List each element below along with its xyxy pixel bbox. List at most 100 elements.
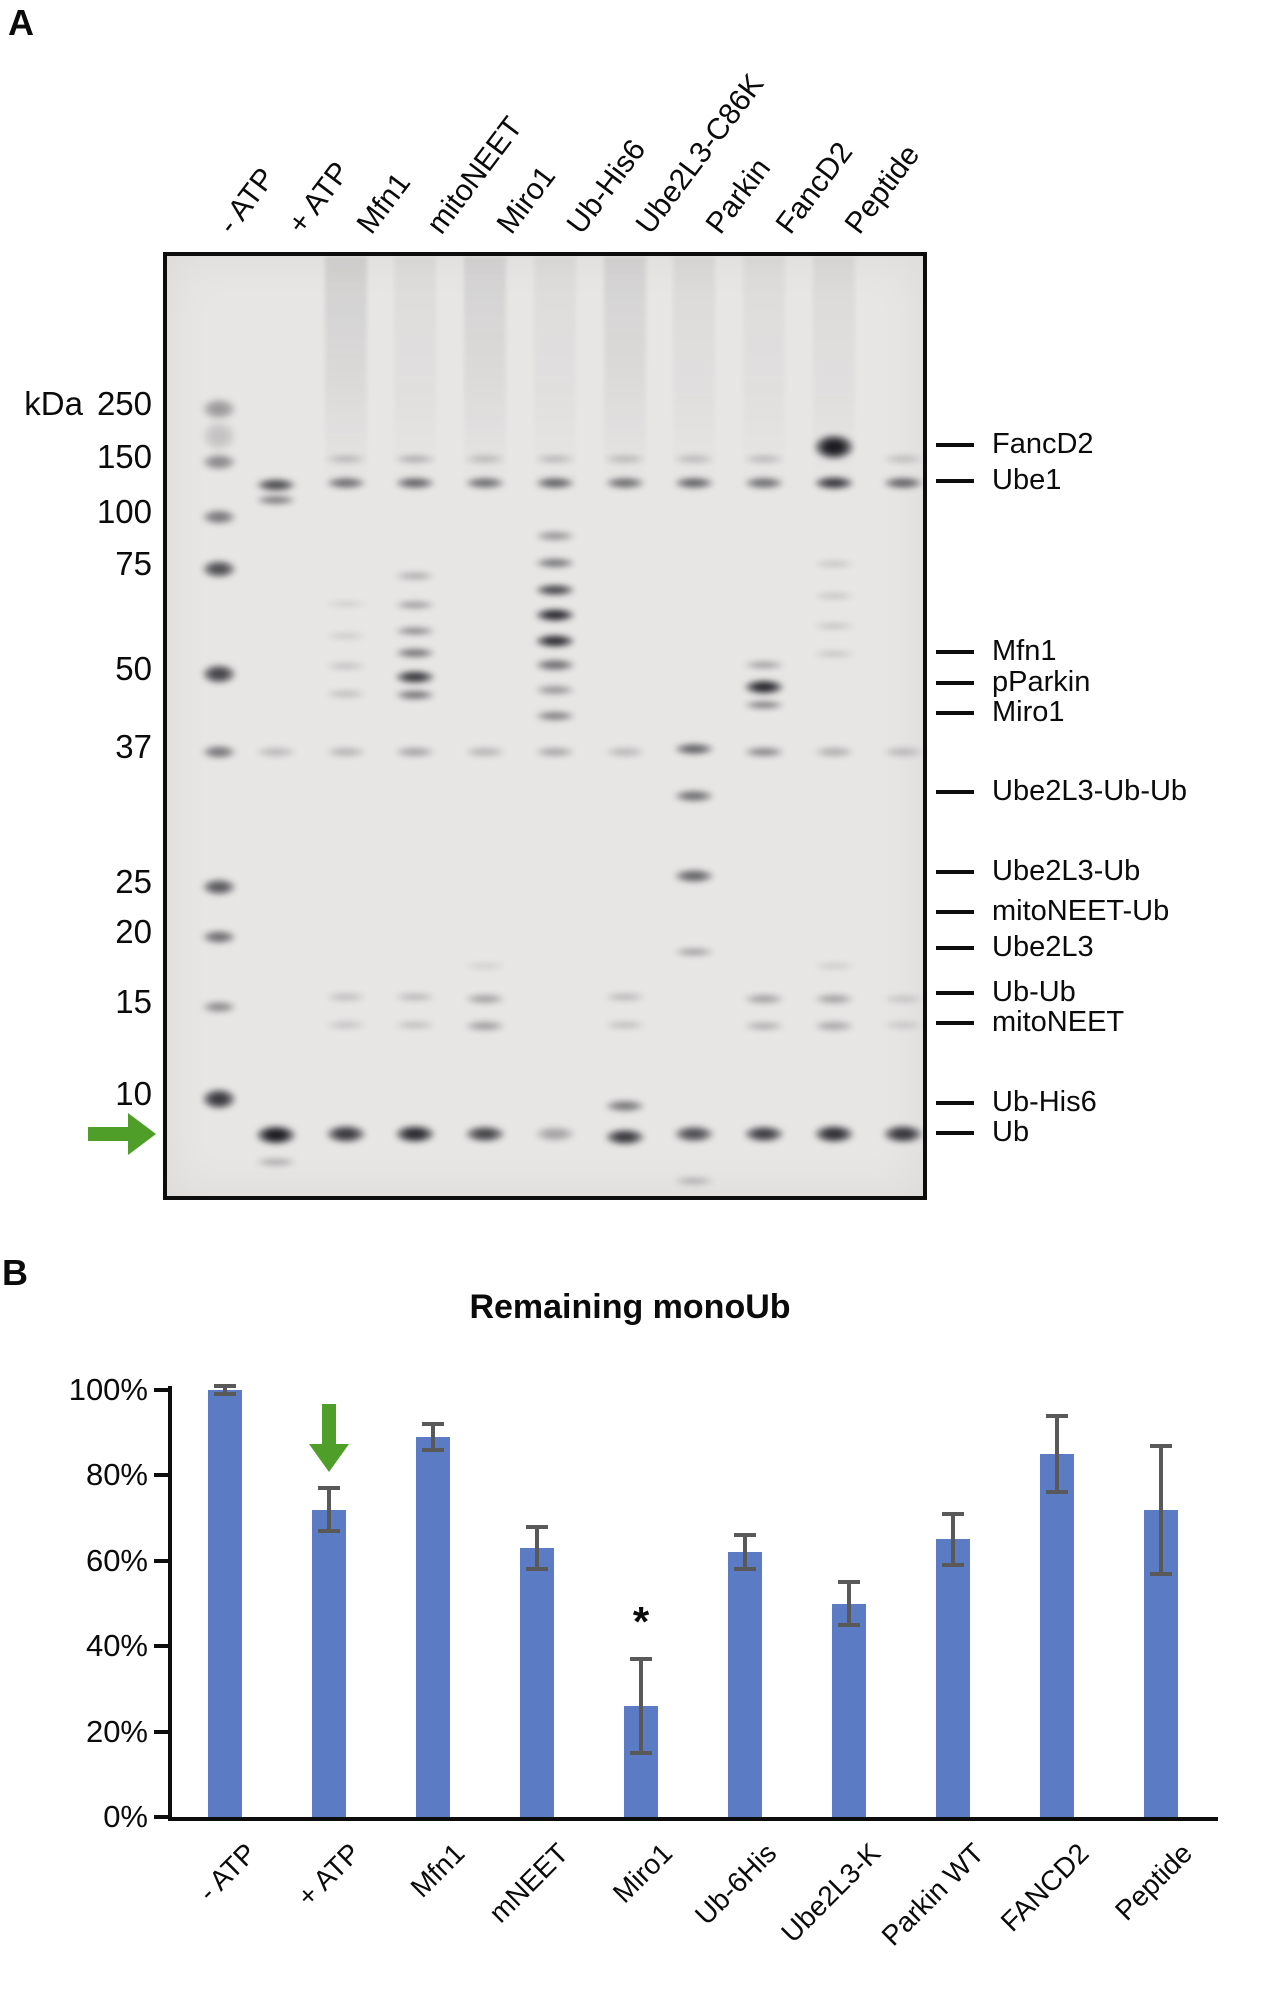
- protein-band: [528, 529, 582, 543]
- kda-tick-label: 75: [115, 545, 152, 582]
- error-bar-cap: [422, 1422, 444, 1427]
- protein-band: [876, 993, 930, 1005]
- protein-band: [388, 1019, 442, 1031]
- gel-lane-Ub-His6: [598, 256, 652, 1196]
- protein-band: [876, 453, 930, 465]
- band-pointer-dash: [936, 681, 974, 685]
- significance-asterisk: *: [632, 1598, 650, 1645]
- gel-lane-label: - ATP: [211, 162, 282, 240]
- x-tick-label: FANCD2: [994, 1837, 1095, 1938]
- protein-band: [807, 559, 861, 569]
- protein-band: [196, 743, 242, 761]
- protein-band: [528, 709, 582, 723]
- protein-band: [319, 991, 373, 1003]
- error-bar-cap: [942, 1563, 964, 1568]
- protein-band: [249, 745, 303, 759]
- protein-band: [458, 1123, 512, 1145]
- error-bar-cap: [422, 1447, 444, 1452]
- y-tick-label: 0%: [103, 1799, 148, 1834]
- protein-band: [319, 660, 373, 672]
- gel-lane-label: Parkin: [699, 152, 778, 240]
- band-identity-label: Mfn1: [992, 635, 1057, 667]
- protein-band: [249, 1156, 303, 1168]
- protein-band: [528, 606, 582, 624]
- protein-band: [598, 991, 652, 1003]
- band-identity-label: Ub-His6: [992, 1086, 1097, 1118]
- green-arrow-shaft: [322, 1404, 336, 1444]
- protein-band: [458, 745, 512, 759]
- y-tick-label: 20%: [85, 1713, 148, 1749]
- band-identity-label: Ube2L3-Ub-Ub: [992, 775, 1188, 807]
- protein-band: [458, 475, 512, 491]
- well-smear: [464, 256, 506, 494]
- kda-tick-label: 37: [115, 728, 152, 765]
- protein-band: [388, 475, 442, 491]
- protein-band: [458, 453, 512, 465]
- protein-band: [528, 582, 582, 598]
- protein-band: [196, 876, 242, 898]
- protein-band: [667, 741, 721, 757]
- protein-band: [598, 453, 652, 465]
- protein-band: [249, 493, 303, 507]
- protein-band: [388, 570, 442, 582]
- green-arrow-shaft: [88, 1127, 128, 1141]
- band-identity-label: Ub: [992, 1116, 1030, 1148]
- gel-lane-mitoNEET: [458, 256, 512, 1196]
- error-bar-cap: [1150, 1571, 1172, 1576]
- protein-band: [528, 683, 582, 697]
- panel-b-label: B: [2, 1252, 28, 1293]
- well-smear: [604, 256, 646, 494]
- protein-band: [807, 649, 861, 659]
- error-bar-cap: [1150, 1443, 1172, 1448]
- protein-band: [528, 632, 582, 650]
- kda-tick-label: 20: [115, 913, 152, 950]
- band-identity-label: FancD2: [992, 428, 1094, 460]
- protein-band: [528, 475, 582, 491]
- y-tick-label: 80%: [85, 1457, 148, 1493]
- kda-tick-label: 150: [96, 438, 152, 475]
- protein-band: [319, 688, 373, 700]
- band-pointer-dash: [936, 1131, 974, 1135]
- band-pointer-dash: [936, 946, 974, 950]
- protein-band: [876, 1122, 930, 1146]
- green-arrow-head: [128, 1113, 156, 1155]
- error-bar-cap: [1046, 1490, 1068, 1495]
- gel-lane-Mfn1: [388, 256, 442, 1196]
- protein-band: [807, 1019, 861, 1033]
- gel-lane-Ube2L3-C86K: [667, 256, 721, 1196]
- protein-band: [319, 1122, 373, 1146]
- protein-band: [528, 745, 582, 759]
- protein-band: [876, 1019, 930, 1031]
- protein-band: [196, 557, 242, 581]
- well-smear: [534, 256, 576, 494]
- protein-band: [807, 621, 861, 631]
- y-axis-line: [168, 1386, 172, 1821]
- protein-band: [196, 1085, 242, 1113]
- kda-tick-label: 15: [115, 983, 152, 1020]
- x-tick-label: Mfn1: [404, 1837, 471, 1904]
- band-identity-label: Miro1: [992, 696, 1065, 728]
- protein-band: [528, 453, 582, 465]
- protein-band: [667, 453, 721, 465]
- x-axis-line: [168, 1817, 1218, 1821]
- protein-band: [458, 992, 512, 1006]
- protein-band: [319, 1019, 373, 1031]
- bar-Parkin WT: [936, 1539, 970, 1817]
- protein-band: [388, 745, 442, 759]
- protein-band: [598, 1126, 652, 1148]
- protein-band: [598, 475, 652, 491]
- error-bar-cap: [838, 1622, 860, 1627]
- bar-mNEET: [520, 1547, 554, 1817]
- error-bar-cap: [734, 1533, 756, 1538]
- protein-band: [598, 1098, 652, 1114]
- protein-band: [737, 1020, 791, 1032]
- band-pointer-dash: [936, 790, 974, 794]
- protein-band: [807, 474, 861, 492]
- protein-band: [388, 625, 442, 637]
- bar-+ ATP: [312, 1509, 346, 1817]
- x-tick-label: - ATP: [192, 1837, 263, 1908]
- gel-lane-marker: [196, 256, 242, 1196]
- protein-band: [319, 453, 373, 465]
- gel-lane-minus-ATP: [249, 256, 303, 1196]
- protein-band: [458, 1019, 512, 1033]
